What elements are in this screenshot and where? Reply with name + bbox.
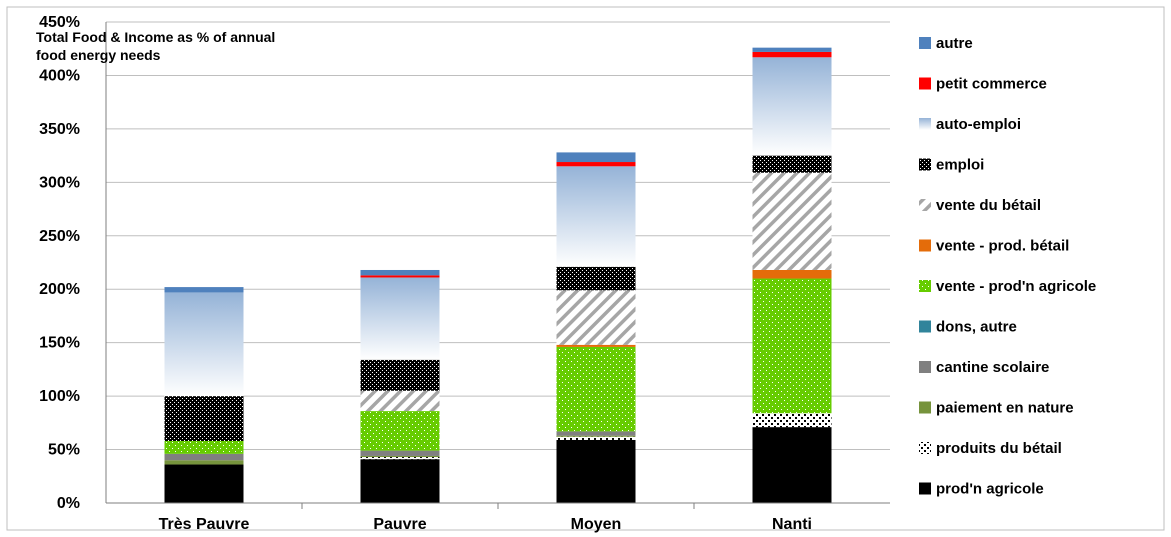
bar-moyen-vente-prod-betail	[556, 344, 636, 347]
y-tick-label: 50%	[48, 442, 80, 459]
legend-swatch-auto-emploi	[919, 118, 931, 130]
legend-swatch-vente-du-betail	[919, 199, 931, 211]
bar-nanti-produits-du-betail	[752, 413, 832, 428]
legend-swatch-petit-commerce	[919, 77, 931, 90]
bar-tres-pauvre-auto-emploi	[164, 292, 244, 397]
legend-label-autre: autre	[936, 35, 973, 52]
legend-label-paiement-en-nature: paiement en nature	[936, 400, 1074, 417]
legend-label-produits-du-betail: produits du bétail	[936, 440, 1062, 457]
legend-label-vente-prod-n-agricole: vente - prod'n agricole	[936, 278, 1096, 295]
bar-nanti-vente-prod-n-agricole	[752, 278, 832, 414]
bar-nanti-auto-emploi	[752, 57, 832, 156]
bar-nanti-vente-du-betail	[752, 172, 832, 270]
bar-nanti-emploi	[752, 155, 832, 173]
x-category-label: Nanti	[772, 516, 812, 533]
bar-pauvre-autre	[360, 269, 440, 276]
legend-swatch-produits-du-betail	[919, 442, 931, 454]
bar-pauvre-paiement-en-nature	[360, 455, 440, 458]
chart-annotation-line: food energy needs	[36, 47, 161, 63]
legend-label-vente-du-betail: vente du bétail	[936, 197, 1041, 214]
x-category-label: Très Pauvre	[159, 516, 250, 533]
chart-annotation-line: Total Food & Income as % of annual	[36, 29, 275, 45]
bar-tres-pauvre-vente-prod-n-agricole	[164, 441, 244, 454]
y-tick-label: 400%	[39, 67, 80, 84]
bar-pauvre-vente-prod-n-agricole	[360, 411, 440, 451]
legend-swatch-vente-prod-n-agricole	[919, 280, 931, 292]
y-tick-label: 450%	[39, 14, 80, 31]
legend-swatch-emploi	[919, 158, 931, 171]
legend-swatch-prod-n-agricole	[919, 482, 931, 495]
bar-tres-pauvre-cantine-scolaire	[164, 453, 244, 461]
bar-pauvre-cantine-scolaire	[360, 450, 440, 456]
bar-moyen-prod-n-agricole	[556, 439, 636, 503]
bar-moyen-auto-emploi	[556, 166, 636, 267]
legend-swatch-dons-autre	[919, 320, 931, 333]
legend-label-cantine-scolaire: cantine scolaire	[936, 359, 1049, 376]
bar-moyen-petit-commerce	[556, 162, 636, 167]
bar-nanti-petit-commerce	[752, 51, 832, 58]
y-tick-label: 350%	[39, 121, 80, 138]
bar-pauvre-produits-du-betail	[360, 457, 440, 460]
bar-tres-pauvre-autre	[164, 287, 244, 293]
x-category-label: Pauvre	[373, 516, 426, 533]
bar-moyen-vente-prod-n-agricole	[556, 346, 636, 432]
legend-label-emploi: emploi	[936, 157, 984, 174]
bar-moyen-vente-du-betail	[556, 290, 636, 345]
legend-swatch-vente-prod-betail	[919, 239, 931, 252]
y-tick-label: 150%	[39, 335, 80, 352]
bar-pauvre-petit-commerce	[360, 275, 440, 278]
bar-nanti-vente-prod-betail	[752, 269, 832, 279]
x-category-label: Moyen	[571, 516, 622, 533]
legend-swatch-autre	[919, 37, 931, 49]
y-tick-label: 100%	[39, 388, 80, 405]
bar-pauvre-prod-n-agricole	[360, 459, 440, 503]
bar-pauvre-emploi	[360, 359, 440, 391]
bar-moyen-produits-du-betail	[556, 436, 636, 440]
legend-label-dons-autre: dons, autre	[936, 319, 1017, 336]
bar-tres-pauvre-emploi	[164, 396, 244, 442]
bar-nanti-prod-n-agricole	[752, 427, 832, 503]
bar-pauvre-vente-du-betail	[360, 390, 440, 412]
bar-nanti-autre	[752, 47, 832, 52]
legend-label-vente-prod-betail: vente - prod. bétail	[936, 238, 1069, 255]
legend-label-prod-n-agricole: prod'n agricole	[936, 481, 1044, 498]
bar-moyen-cantine-scolaire	[556, 431, 636, 436]
y-tick-label: 200%	[39, 281, 80, 298]
bar-moyen-paiement-en-nature	[556, 435, 636, 437]
y-tick-label: 300%	[39, 174, 80, 191]
bar-tres-pauvre-prod-n-agricole	[164, 464, 244, 503]
bar-moyen-emploi	[556, 266, 636, 291]
y-tick-label: 0%	[57, 495, 80, 512]
legend-label-auto-emploi: auto-emploi	[936, 116, 1021, 133]
bar-pauvre-auto-emploi	[360, 277, 440, 360]
legend-label-petit-commerce: petit commerce	[936, 76, 1047, 93]
y-tick-label: 250%	[39, 228, 80, 245]
bar-moyen-autre	[556, 152, 636, 163]
legend-swatch-paiement-en-nature	[919, 401, 931, 414]
bar-tres-pauvre-paiement-en-nature	[164, 460, 244, 465]
legend-swatch-cantine-scolaire	[919, 361, 931, 373]
chart-frame	[6, 6, 1165, 531]
